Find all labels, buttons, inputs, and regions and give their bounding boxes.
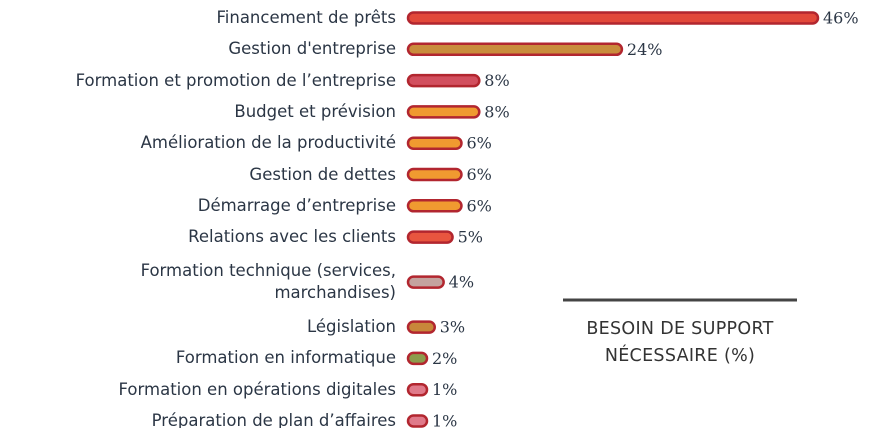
bar	[406, 351, 429, 366]
bar	[406, 230, 454, 244]
category-label: Législation	[306, 317, 396, 337]
value-label: 6%	[466, 196, 491, 215]
value-label: 1%	[432, 380, 457, 399]
bar	[406, 382, 429, 397]
category-label: Financement de prêts	[216, 8, 396, 27]
category-label: Amélioration de la productivité	[140, 133, 396, 153]
value-label: 5%	[458, 228, 483, 247]
category-label: Gestion d'entreprise	[228, 39, 396, 59]
bar	[406, 42, 624, 57]
bar	[406, 73, 481, 88]
bar	[406, 320, 436, 334]
bar	[406, 105, 481, 119]
category-label: Formation en opérations digitales	[118, 379, 396, 399]
category-label: Formation en informatique	[175, 348, 396, 368]
chart-title: BESOIN DE SUPPORT NÉCESSAIRE (%)	[586, 319, 774, 366]
value-label: 6%	[466, 165, 491, 184]
value-label: 46%	[823, 9, 859, 28]
bar	[406, 167, 463, 182]
value-label: 8%	[484, 71, 509, 90]
bar	[406, 275, 445, 289]
category-label: Gestion de dettes	[249, 164, 396, 184]
value-label: 6%	[466, 134, 491, 153]
category-label: Relations avec les clients	[188, 227, 396, 247]
bar	[406, 136, 463, 150]
category-label: Formation technique (services, marchandi…	[140, 261, 396, 303]
bar	[406, 199, 463, 213]
category-label: Préparation de plan d’affaires	[151, 411, 396, 428]
value-label: 2%	[432, 349, 457, 368]
bar	[406, 414, 429, 428]
value-label: 24%	[627, 40, 663, 59]
category-label: Démarrage d’entreprise	[197, 195, 396, 215]
bar	[406, 11, 820, 25]
category-label: Formation et promotion de l’entreprise	[75, 70, 396, 90]
value-label: 4%	[449, 273, 474, 292]
category-label: Budget et prévision	[234, 101, 396, 121]
value-label: 1%	[432, 412, 457, 428]
value-label: 3%	[440, 318, 465, 337]
value-label: 8%	[484, 102, 509, 121]
